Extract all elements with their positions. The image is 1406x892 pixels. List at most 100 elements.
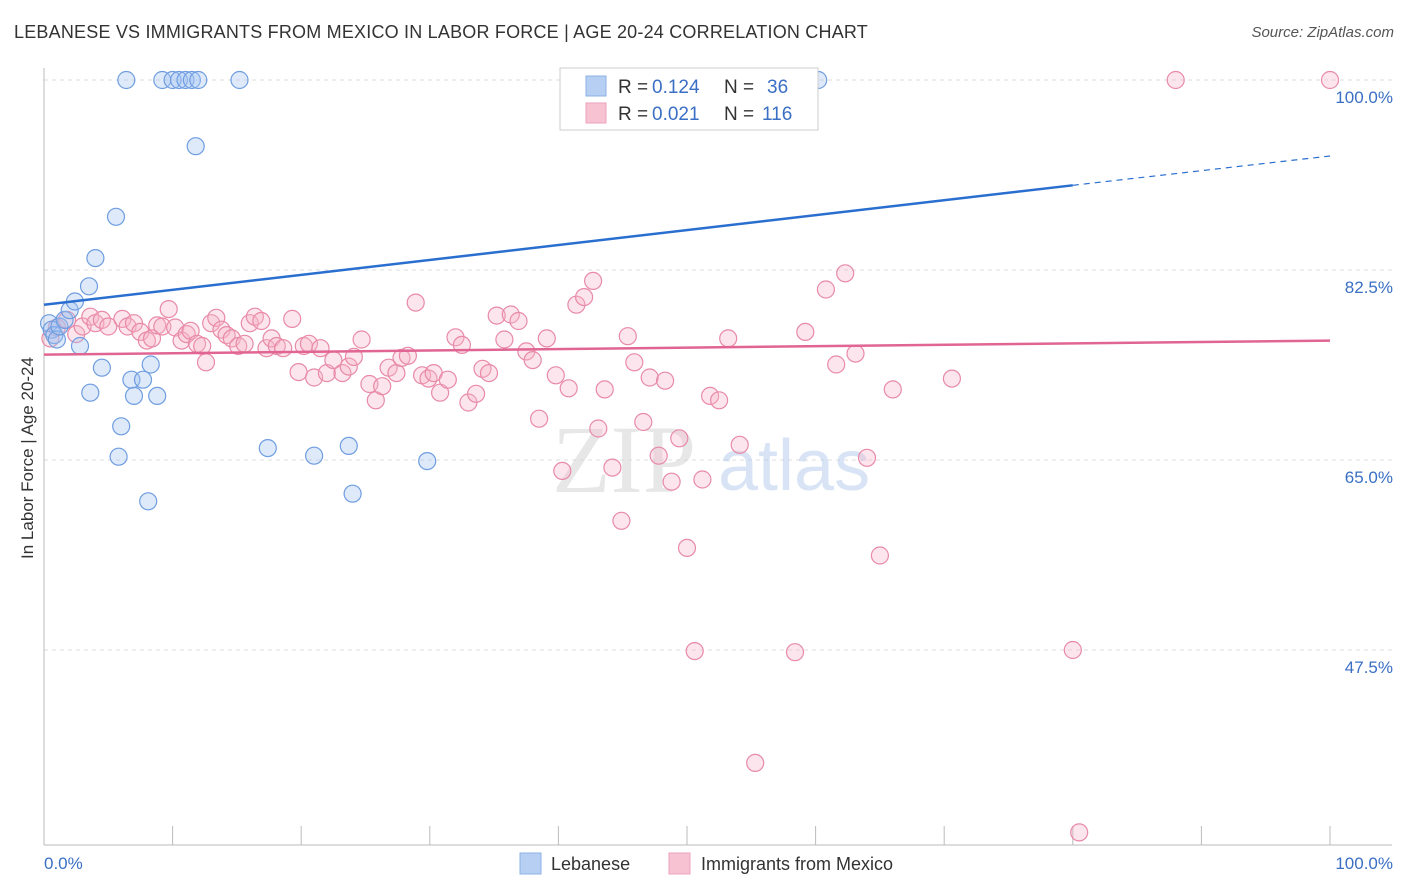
mexico-point-87 [612,511,631,530]
mexico-point-28 [217,326,236,345]
lebanese-point-5 [55,310,74,329]
lebanese-point-30 [139,492,158,511]
lebanese-point-28 [148,386,167,405]
legend-r-label-mexico: R = [618,104,648,125]
lebanese-point-16 [182,70,201,90]
series-legend: Lebanese Immigrants from Mexico [519,852,893,875]
lebanese-point-11 [117,70,136,90]
mexico-point-100 [709,391,729,410]
mexico-point-80 [559,379,578,398]
mexico-point-96 [677,538,697,558]
mexico-point-99 [700,386,720,405]
mexico-point-92 [649,446,668,465]
lebanese-point-33 [339,436,358,455]
mexico-point-76 [529,409,549,428]
lebanese-point-35 [418,452,437,471]
mexico-point-58 [406,293,425,312]
legend-n-label-lebanese: N = [724,77,754,98]
mexico-point-16 [153,317,172,336]
mexico-point-71 [495,330,514,349]
mexico-point-70 [487,306,506,325]
y-tick-label-2: 65.0% [1345,468,1393,487]
lebanese-points [39,70,828,511]
mexico-point-64 [446,328,465,347]
lebanese-point-14 [169,70,189,90]
lebanese-point-25 [141,355,160,374]
mexico-point-103 [746,753,765,773]
series-legend-label-mexico: Immigrants from Mexico [701,854,893,874]
mexico-point-26 [207,308,226,327]
chart-title: LEBANESE VS IMMIGRANTS FROM MEXICO IN LA… [14,22,868,42]
mexico-point-60 [419,369,438,388]
lebanese-point-20 [70,336,90,356]
mexico-point-18 [166,318,185,337]
legend-n-value-mexico: 116 [762,104,792,125]
lebanese-point-10 [106,207,126,226]
mexico-point-97 [685,641,704,661]
series-legend-swatch-lebanese [519,852,542,875]
y-tick-label-3: 47.5% [1345,658,1393,677]
mexico-point-117 [846,344,865,363]
mexico-trend-line [43,339,1331,356]
mexico-point-63 [438,370,457,389]
legend-r-value-mexico: 0.021 [652,104,700,125]
lebanese-point-32 [305,446,324,465]
mexico-point-90 [634,412,653,432]
watermark-zip: ZIP [552,406,696,513]
mexico-point-115 [1320,70,1340,90]
x-tick-label-min: 0.0% [44,854,83,873]
series-legend-label-lebanese: Lebanese [551,854,630,874]
mexico-point-38 [274,339,293,358]
mexico-point-85 [595,380,614,399]
mexico-point-79 [553,461,572,480]
lebanese-point-27 [112,417,131,436]
legend-swatch-mexico [585,102,607,124]
legend-n-label-mexico: N = [724,104,754,125]
lebanese-point-31 [258,439,277,458]
mexico-points [41,70,1340,842]
mexico-point-34 [252,311,271,331]
lebanese-point-34 [343,484,362,503]
watermark-atlas: atlas [718,426,870,506]
mexico-point-86 [603,458,622,477]
mexico-point-83 [583,271,603,290]
stats-legend: R = 0.124 N = 36 R = 0.021 N = 116 [559,67,819,131]
mexico-point-17 [159,300,178,319]
lebanese-point-19 [186,137,205,156]
legend-r-value-lebanese: 0.124 [652,77,700,98]
mexico-point-102 [730,435,749,454]
x-tick-label-max: 100.0% [1335,854,1393,873]
mexico-point-77 [537,329,556,348]
mexico-point-25 [202,314,221,333]
mexico-point-108 [836,264,855,283]
legend-r-label-lebanese: R = [618,77,648,98]
mexico-point-106 [816,280,836,299]
mexico-point-3 [67,325,86,344]
mexico-point-95 [670,429,689,448]
mexico-point-107 [827,355,846,374]
mexico-point-93 [655,371,675,390]
lebanese-point-13 [163,70,182,90]
lebanese-point-26 [124,386,144,405]
mexico-point-47 [333,364,352,383]
mexico-point-91 [640,368,659,387]
mexico-point-49 [344,347,363,366]
mexico-point-55 [387,364,406,383]
mexico-point-101 [719,329,738,348]
series-legend-swatch-mexico [668,852,691,875]
mexico-point-78 [546,366,565,385]
mexico-point-44 [311,339,330,358]
mexico-point-110 [870,546,890,565]
lebanese-point-22 [81,383,100,402]
mexico-point-67 [467,384,486,403]
lebanese-point-24 [133,370,153,389]
mexico-point-111 [883,380,902,399]
mexico-point-40 [289,363,308,382]
lebanese-point-8 [79,277,99,296]
legend-swatch-lebanese [585,75,607,97]
mexico-point-73 [509,311,528,331]
mexico-point-113 [1063,640,1082,660]
mexico-point-89 [625,353,644,372]
mexico-point-112 [942,369,962,388]
lebanese-point-29 [109,447,128,466]
